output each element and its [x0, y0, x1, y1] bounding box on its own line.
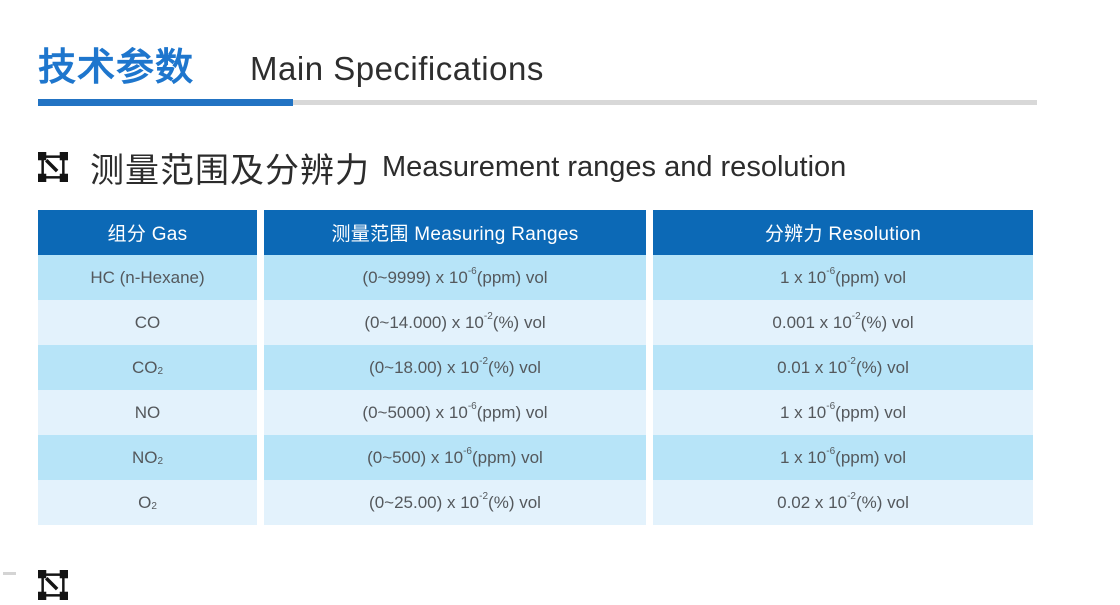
page-header: 技术参数 Main Specifications [38, 36, 544, 91]
cell-gas: NO [38, 390, 257, 435]
cell-gas: CO [38, 300, 257, 345]
section-title-zh: 测量范围及分辨力 [90, 151, 370, 190]
cell-range: (0~5000) x 10 -6 (ppm) vol [264, 390, 646, 435]
page-title-zh: 技术参数 [38, 47, 195, 89]
title-divider [38, 99, 1037, 106]
column-header-0: 组分 Gas [38, 210, 257, 255]
cell-range: (0~25.00) x 10 -2 (%) vol [264, 480, 646, 525]
cell-resolution: 0.02 x 10 -2 (%) vol [653, 480, 1033, 525]
page-title-en: Main Specifications [250, 50, 544, 87]
cell-range: (0~500) x 10 -6 (ppm) vol [264, 435, 646, 480]
section-heading: 测量范围及分辨力 Measurement ranges and resoluti… [38, 146, 847, 190]
spec-table: 组分 Gas 测量范围 Measuring Ranges 分辨力 Resolutio… [38, 210, 1033, 525]
cell-resolution: 1 x 10 -6 (ppm) vol [653, 255, 1033, 300]
title-divider-gray-bar [38, 100, 1037, 105]
title-divider-blue-bar [38, 99, 293, 106]
cell-resolution: 0.001 x 10 -2 (%) vol [653, 300, 1033, 345]
column-header-1: 测量范围 Measuring Ranges [264, 210, 646, 255]
section-title-en: Measurement ranges and resolution [382, 150, 847, 183]
cell-resolution: 1 x 10 -6 (ppm) vol [653, 435, 1033, 480]
cell-gas: HC (n-Hexane) [38, 255, 257, 300]
cell-range: (0~18.00) x 10 -2 (%) vol [264, 345, 646, 390]
column-header-2: 分辨力 Resolution [653, 210, 1033, 255]
cell-gas: NO 2 [38, 435, 257, 480]
cell-range: (0~14.000) x 10 -2 (%) vol [264, 300, 646, 345]
cell-resolution: 1 x 10 -6 (ppm) vol [653, 390, 1033, 435]
cell-gas: CO 2 [38, 345, 257, 390]
vector-selection-icon [38, 152, 68, 182]
page-edge-fragment [3, 572, 16, 575]
cell-resolution: 0.01 x 10 -2 (%) vol [653, 345, 1033, 390]
cell-range: (0~9999) x 10 -6 (ppm) vol [264, 255, 646, 300]
